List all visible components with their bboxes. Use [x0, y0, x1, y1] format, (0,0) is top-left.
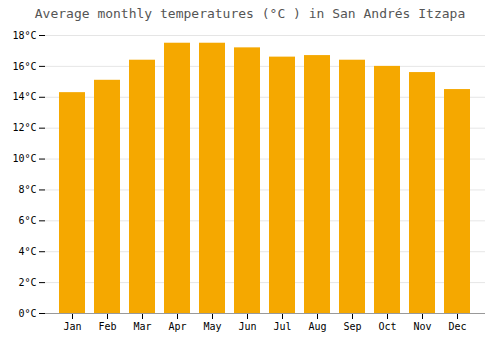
- svg-text:Mar: Mar: [133, 321, 151, 332]
- svg-text:Dec: Dec: [448, 321, 466, 332]
- svg-text:Nov: Nov: [413, 321, 431, 332]
- svg-text:8°C: 8°C: [18, 184, 36, 195]
- svg-text:Jan: Jan: [63, 321, 81, 332]
- svg-text:Jun: Jun: [238, 321, 256, 332]
- svg-text:6°C: 6°C: [18, 215, 36, 226]
- svg-text:Feb: Feb: [98, 321, 116, 332]
- svg-text:Oct: Oct: [378, 321, 396, 332]
- svg-text:14°C: 14°C: [12, 91, 36, 102]
- svg-text:Apr: Apr: [168, 321, 186, 332]
- svg-text:16°C: 16°C: [12, 61, 36, 72]
- svg-text:18°C: 18°C: [12, 30, 36, 41]
- svg-text:0°C: 0°C: [18, 308, 36, 319]
- svg-text:Jul: Jul: [273, 321, 291, 332]
- svg-text:Sep: Sep: [343, 321, 361, 332]
- svg-text:4°C: 4°C: [18, 246, 36, 257]
- html-text:Average monthly temperatures (: Average monthly temperatures (°C ) in Sa…: [34, 6, 466, 21]
- svg-text:May: May: [203, 321, 221, 332]
- svg-text:12°C: 12°C: [12, 122, 36, 133]
- svg-text:2°C: 2°C: [18, 277, 36, 288]
- svg-text:10°C: 10°C: [12, 153, 36, 164]
- svg-text:Aug: Aug: [308, 321, 326, 332]
